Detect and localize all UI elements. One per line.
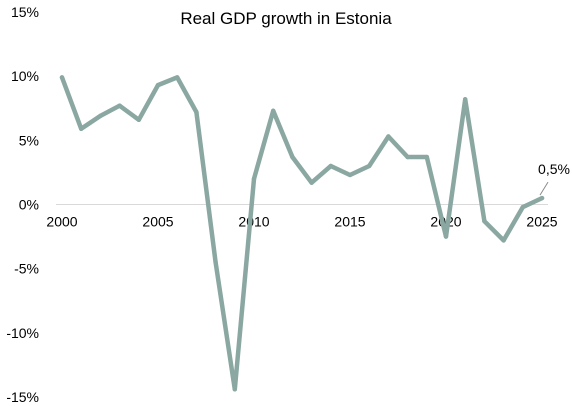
y-tick-label: -10% <box>6 325 39 341</box>
data-point <box>539 195 545 201</box>
data-point <box>155 82 161 88</box>
y-tick-label: 15% <box>11 4 39 20</box>
x-tick-label: 2000 <box>46 214 77 230</box>
x-tick-label: 2025 <box>526 214 557 230</box>
data-point <box>328 163 333 169</box>
data-point <box>405 154 410 160</box>
data-point <box>424 154 429 160</box>
data-point <box>175 75 180 80</box>
x-axis-ticks: 2000 2005 2010 2015 2020 2025 <box>46 214 557 230</box>
data-points <box>59 75 545 392</box>
data-point <box>213 260 218 265</box>
series-line <box>59 75 545 392</box>
data-point <box>347 172 353 178</box>
x-tick-label: 2010 <box>238 214 269 230</box>
x-tick-label: 2005 <box>142 214 173 230</box>
data-point <box>271 108 276 114</box>
y-tick-label: 5% <box>19 132 39 148</box>
data-point <box>59 75 65 80</box>
y-tick-label: -5% <box>14 261 39 277</box>
data-point <box>386 134 391 139</box>
data-point <box>443 234 449 239</box>
y-tick-label: 10% <box>11 68 39 84</box>
data-point <box>520 204 525 210</box>
chart-title: Real GDP growth in Estonia <box>180 9 392 28</box>
data-point <box>117 103 122 108</box>
data-point <box>463 97 468 102</box>
y-tick-label: -15% <box>6 389 39 405</box>
data-point <box>251 176 257 182</box>
data-point <box>309 180 314 185</box>
y-axis-ticks: 15% 10% 5% 0% -5% -10% -15% <box>6 4 39 405</box>
data-point <box>232 387 237 392</box>
x-tick-label: 2015 <box>334 214 365 230</box>
data-point <box>79 126 84 131</box>
data-point <box>290 154 295 160</box>
data-point <box>98 113 103 119</box>
data-point <box>367 163 372 169</box>
annotation-label: 0,5% <box>538 161 570 177</box>
data-point <box>482 218 487 224</box>
annotation-leader <box>539 181 549 196</box>
data-point <box>194 109 199 115</box>
data-point <box>136 117 141 123</box>
data-point <box>501 238 506 243</box>
y-tick-label: 0% <box>19 197 39 213</box>
